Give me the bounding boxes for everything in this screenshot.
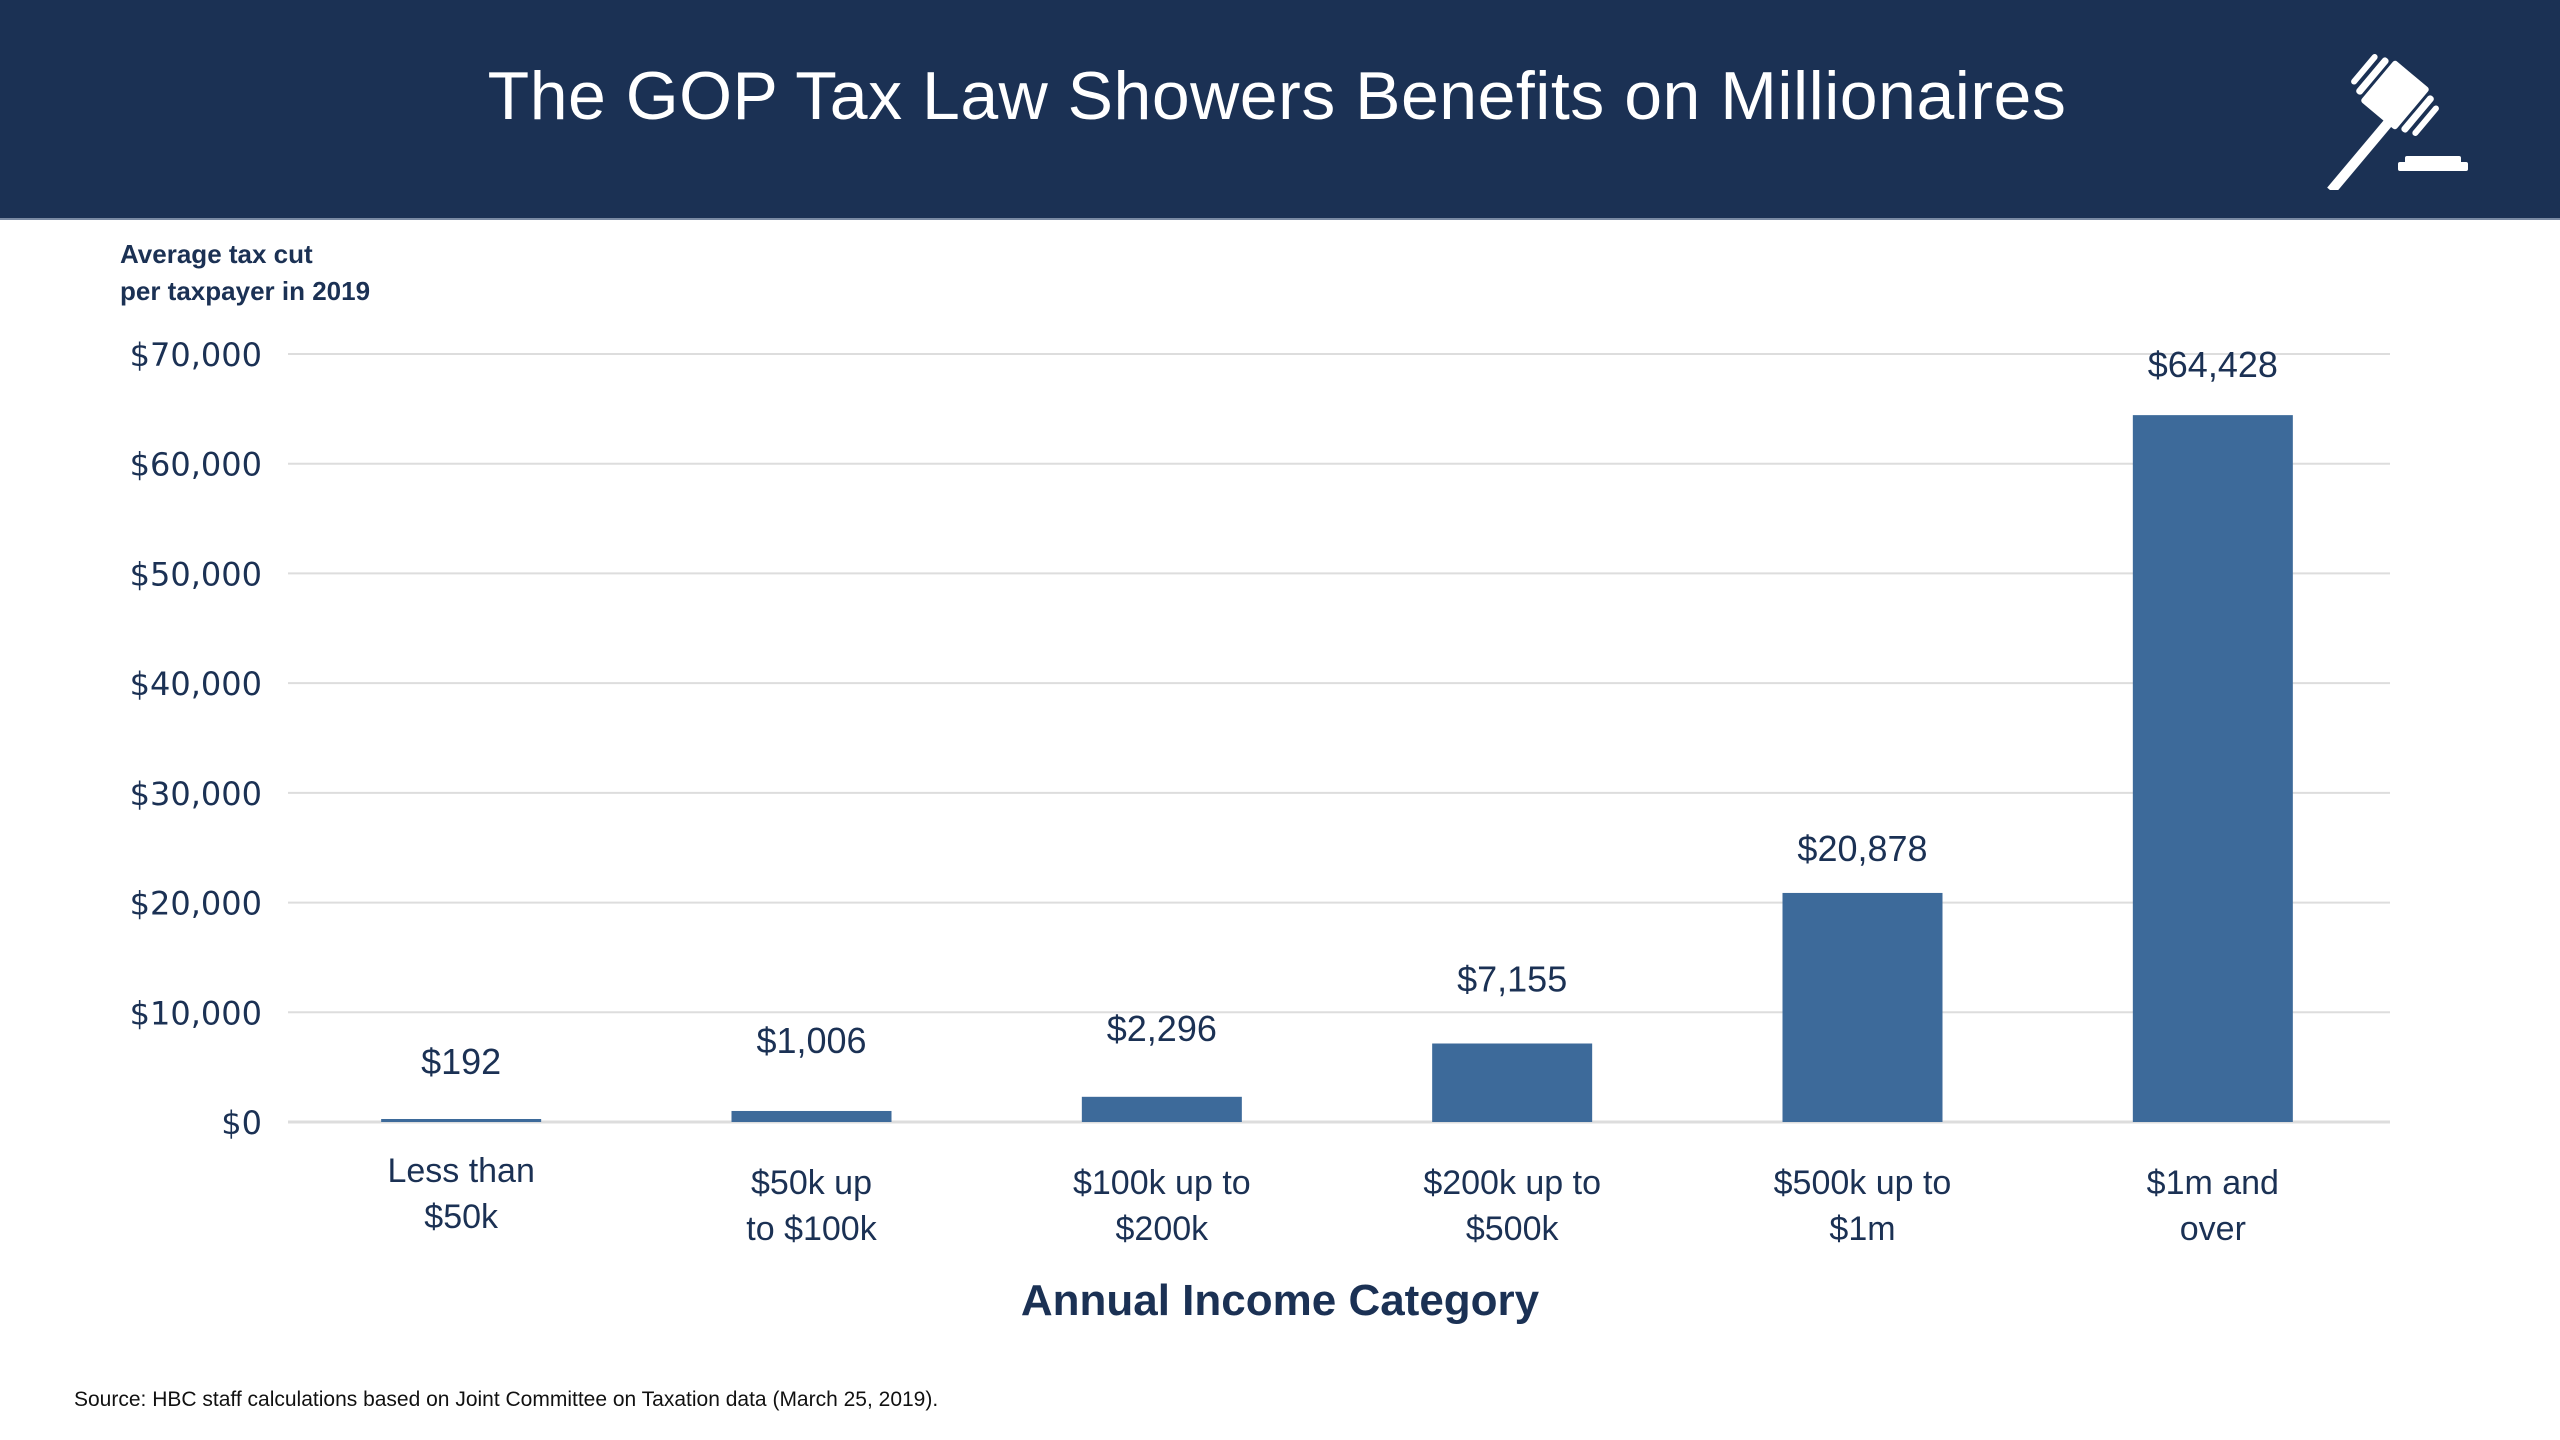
x-tick-label: $50k: [424, 1198, 499, 1236]
y-tick-label: $20,000: [130, 885, 262, 923]
data-label: $64,428: [2148, 344, 2278, 385]
header-banner: The GOP Tax Law Showers Benefits on Mill…: [0, 0, 2560, 220]
y-tick-label: $70,000: [130, 336, 262, 374]
y-axis-title-line-2: per taxpayer in 2019: [120, 276, 371, 306]
data-label: $192: [421, 1041, 501, 1082]
bar: [381, 1119, 542, 1122]
data-labels: $192 $1,006 $2,296 $7,155 $20,878 $64,428: [421, 344, 2278, 1082]
bar: [1081, 1096, 1242, 1122]
y-axis-title: Average tax cut per taxpayer in 2019: [120, 236, 370, 310]
bar: [731, 1110, 892, 1122]
x-tick-label: $500k: [1466, 1210, 1560, 1248]
x-tick-label: $500k up to: [1774, 1164, 1952, 1202]
source-note: Source: HBC staff calculations based on …: [74, 1388, 939, 1411]
page-title: The GOP Tax Law Showers Benefits on Mill…: [0, 62, 2560, 130]
x-axis-title: Annual Income Category: [1020, 1276, 1540, 1325]
gavel-icon: [2327, 54, 2468, 190]
x-tick-label: $200k: [1116, 1210, 1210, 1248]
gridlines: [288, 353, 2390, 1124]
x-tick-label: $100k up to: [1073, 1164, 1251, 1202]
page-title-text: The GOP Tax Law Showers Benefits on Mill…: [487, 58, 2067, 134]
bars: [381, 415, 2293, 1122]
data-label: $20,878: [1797, 828, 1927, 869]
x-axis-ticks: Less than $50k $50k up to $100k $100k up to $…: [387, 1152, 2279, 1248]
x-tick-label: to $100k: [746, 1210, 877, 1248]
y-tick-label: $60,000: [130, 446, 262, 484]
y-axis-title-line-1: Average tax cut: [120, 239, 313, 269]
x-tick-label: $200k up to: [1423, 1164, 1601, 1202]
bar: [1432, 1043, 1593, 1122]
x-tick-label: $1m: [1829, 1210, 1895, 1248]
x-tick-label: $50k up: [751, 1164, 872, 1202]
y-tick-label: $30,000: [130, 775, 262, 813]
bar: [2132, 415, 2293, 1122]
y-tick-label: $0: [221, 1104, 262, 1142]
x-tick-label: over: [2180, 1210, 2246, 1248]
y-tick-label: $10,000: [130, 994, 262, 1032]
y-axis-ticks: $0 $10,000 $20,000 $30,000 $40,000 $50,000 $60…: [130, 336, 262, 1142]
y-tick-label: $40,000: [130, 665, 262, 703]
data-label: $1,006: [756, 1020, 866, 1061]
data-label: $7,155: [1457, 958, 1567, 999]
data-label: $2,296: [1107, 1008, 1217, 1049]
bar: [1782, 892, 1943, 1122]
y-tick-label: $50,000: [130, 555, 262, 593]
x-tick-label: Less than: [387, 1152, 534, 1190]
x-tick-label: $1m and: [2147, 1164, 2279, 1202]
